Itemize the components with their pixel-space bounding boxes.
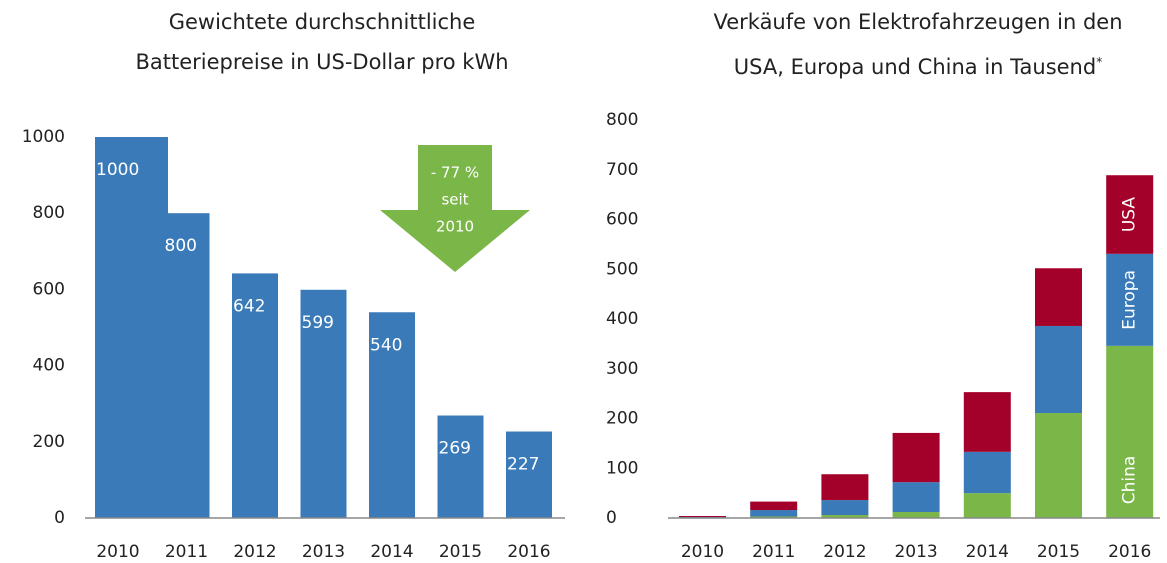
y-tick-label: 0 bbox=[606, 508, 617, 528]
value-label: 599 bbox=[302, 313, 334, 333]
bar-segment bbox=[1035, 413, 1082, 518]
x-tick-label: 2013 bbox=[302, 542, 345, 562]
bar-segment bbox=[963, 451, 1011, 494]
bar-segment bbox=[1106, 253, 1154, 346]
bar bbox=[95, 137, 168, 518]
y-tick-label: 500 bbox=[606, 259, 638, 279]
y-tick-label: 700 bbox=[606, 160, 638, 180]
y-tick-label: 600 bbox=[33, 279, 65, 299]
value-label: 642 bbox=[233, 296, 265, 316]
bar-segment bbox=[892, 512, 940, 518]
value-label: 540 bbox=[370, 335, 402, 355]
x-tick-label: 2014 bbox=[966, 542, 1009, 562]
x-tick-label: 2011 bbox=[752, 542, 795, 562]
y-tick-label: 200 bbox=[33, 432, 65, 452]
value-label: 1000 bbox=[96, 160, 139, 180]
bar-segment bbox=[892, 432, 940, 483]
value-label: 800 bbox=[165, 236, 197, 256]
bar bbox=[506, 431, 552, 518]
title-text: Gewichtete durchschnittliche Batteriepre… bbox=[135, 10, 509, 74]
bar-segment bbox=[1035, 268, 1082, 326]
bar-segment bbox=[821, 500, 869, 516]
annotation-text: seit bbox=[441, 191, 468, 209]
value-label: 227 bbox=[507, 455, 539, 475]
x-tick-label: 2012 bbox=[233, 542, 276, 562]
title-text: Verkäufe von Elektrofahrzeugen in den US… bbox=[713, 10, 1123, 79]
chart-title: Gewichtete durchschnittliche Batteriepre… bbox=[92, 2, 552, 82]
title-note: * bbox=[1096, 55, 1103, 69]
legend-label: China bbox=[1120, 456, 1140, 505]
bar-segment bbox=[821, 515, 869, 518]
bar-segment bbox=[821, 474, 869, 501]
chart-title: Verkäufe von Elektrofahrzeugen in den US… bbox=[688, 2, 1148, 87]
bar-segment bbox=[679, 516, 726, 518]
bar bbox=[437, 415, 484, 518]
bar-segment bbox=[892, 482, 940, 513]
x-tick-label: 2016 bbox=[1108, 542, 1151, 562]
y-tick-label: 600 bbox=[606, 210, 638, 230]
x-tick-label: 2015 bbox=[439, 542, 482, 562]
y-tick-label: 400 bbox=[33, 356, 65, 376]
x-tick-label: 2013 bbox=[894, 542, 937, 562]
annotation-arrow bbox=[380, 145, 530, 272]
bar-segment bbox=[1106, 345, 1154, 518]
x-tick-label: 2010 bbox=[681, 542, 724, 562]
bar-segment bbox=[963, 493, 1011, 518]
annotation-text: 2010 bbox=[436, 218, 474, 236]
x-tick-label: 2010 bbox=[96, 542, 139, 562]
x-tick-label: 2011 bbox=[165, 542, 208, 562]
bar bbox=[369, 312, 415, 518]
bar bbox=[300, 289, 347, 518]
bar-segment bbox=[963, 392, 1011, 452]
x-tick-label: 2016 bbox=[507, 542, 550, 562]
y-tick-label: 400 bbox=[606, 309, 638, 329]
bar-segment bbox=[1106, 175, 1154, 254]
y-tick-label: 100 bbox=[606, 458, 638, 478]
legend-label: USA bbox=[1120, 197, 1140, 233]
annotation-text: - 77 % bbox=[431, 164, 479, 182]
y-tick-label: 1000 bbox=[22, 127, 65, 147]
y-tick-label: 800 bbox=[33, 203, 65, 223]
bar-segment bbox=[750, 501, 798, 511]
y-tick-label: 800 bbox=[606, 110, 638, 130]
bar-segment bbox=[1035, 325, 1082, 414]
x-tick-label: 2015 bbox=[1037, 542, 1080, 562]
x-tick-label: 2014 bbox=[370, 542, 413, 562]
y-tick-label: 0 bbox=[54, 508, 65, 528]
y-tick-label: 200 bbox=[606, 409, 638, 429]
y-tick-label: 300 bbox=[606, 359, 638, 379]
x-tick-label: 2012 bbox=[823, 542, 866, 562]
bar bbox=[232, 273, 278, 518]
value-label: 269 bbox=[439, 439, 471, 459]
bar-segment bbox=[750, 510, 798, 517]
legend-label: Europa bbox=[1120, 270, 1140, 330]
bar bbox=[163, 213, 210, 518]
